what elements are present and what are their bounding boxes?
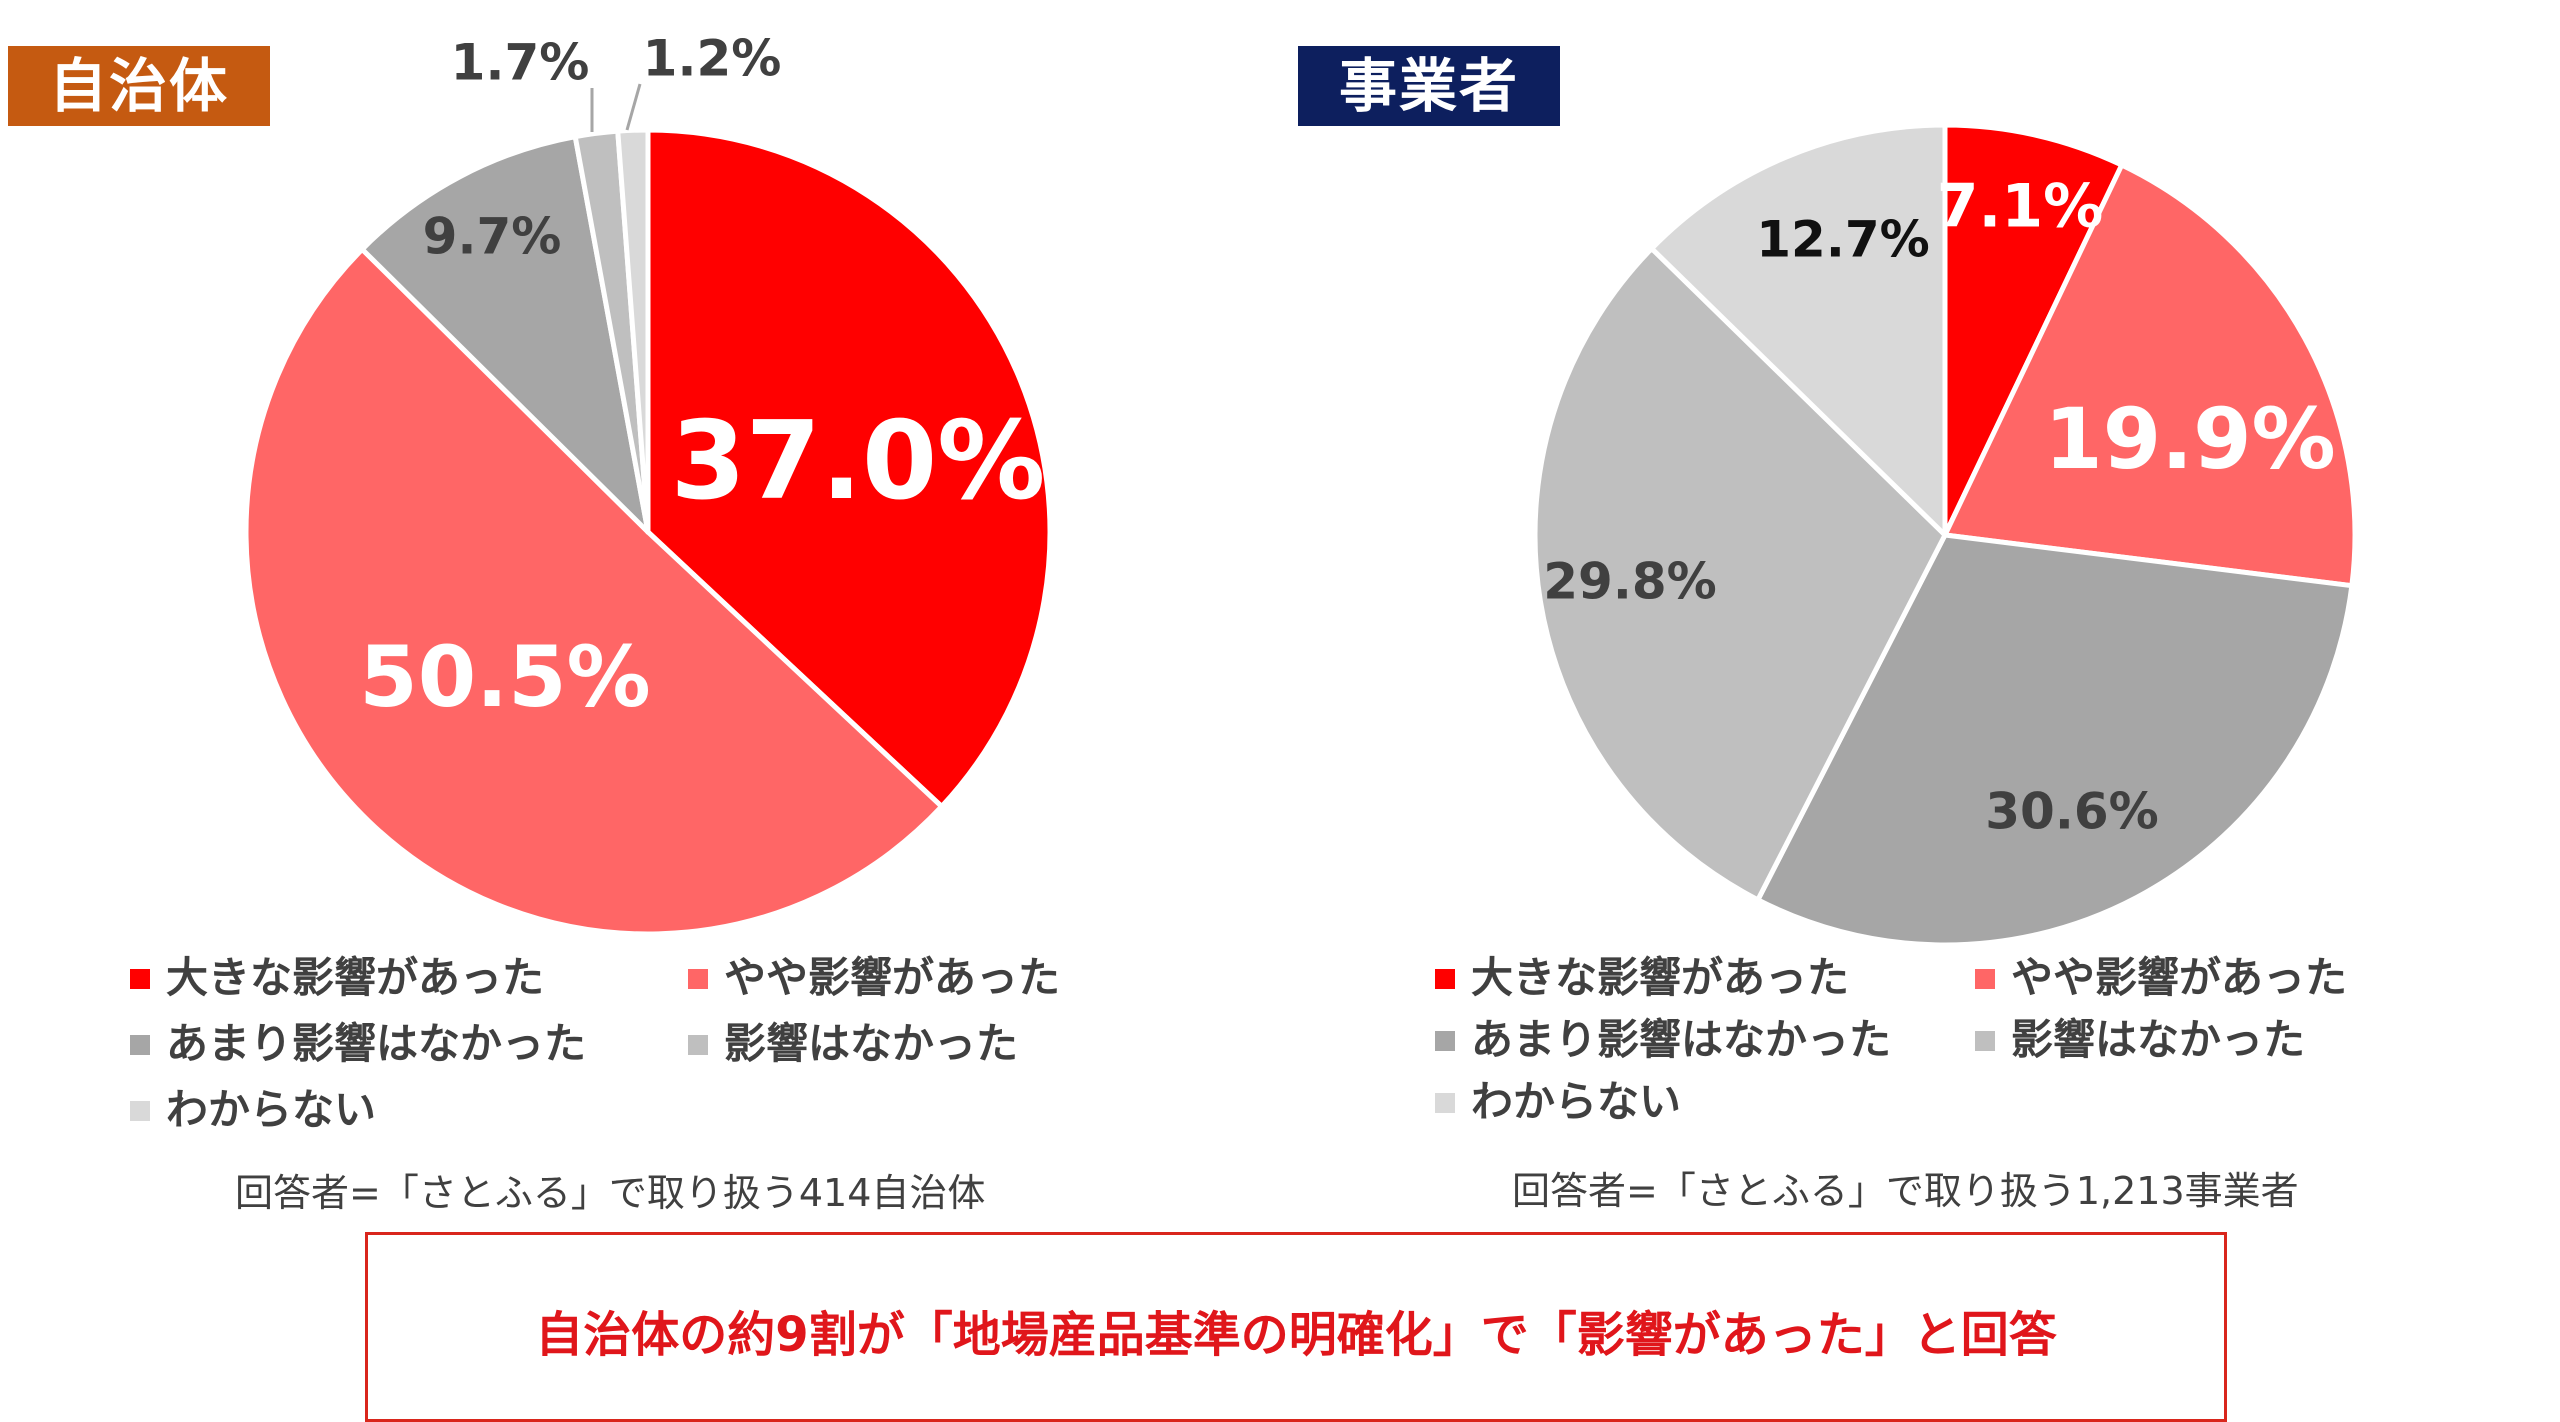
chart-title-businesses: 事業者 — [1298, 46, 1560, 126]
pie-slice — [1532, 246, 1948, 903]
legend-label: わからない — [1471, 1077, 1682, 1126]
legend-swatch — [1435, 1031, 1455, 1051]
legend-label: わからない — [166, 1085, 377, 1134]
legend-label: 影響はなかった — [2011, 1015, 2306, 1064]
legend-label: 大きな影響があった — [1471, 953, 1850, 1002]
pie-slice — [615, 127, 651, 535]
legend-swatch — [130, 1101, 150, 1121]
summary-callout: 自治体の約9割が「地場産品基準の明確化」で「影響があった」と回答 — [365, 1232, 2227, 1422]
summary-callout-text: 自治体の約9割が「地場産品基準の明確化」で「影響があった」と回答 — [535, 1307, 2057, 1363]
pie-slice — [1942, 122, 2125, 538]
respondents-note-businesses: 回答者=「さとふる」で取り扱う1,213事業者 — [1512, 1169, 2299, 1213]
legend-swatch — [688, 969, 708, 989]
legend-swatch — [1435, 1093, 1455, 1113]
data-label: 1.2% — [643, 30, 782, 88]
legend-label: あまり影響はなかった — [166, 1019, 587, 1068]
data-label: 12.7% — [1756, 211, 1929, 269]
data-label: 7.1% — [1937, 172, 2103, 242]
pie-slice — [1755, 532, 2355, 948]
pie-slice — [243, 246, 945, 937]
data-label: 30.6% — [1985, 783, 2158, 841]
pie-slice — [1649, 122, 1948, 538]
data-label: 29.8% — [1543, 553, 1716, 611]
legend-label: やや影響があった — [724, 953, 1061, 1002]
legend-swatch — [130, 1035, 150, 1055]
chart-title-municipalities: 自治体 — [8, 46, 270, 126]
pie-slice — [645, 127, 1053, 810]
legend-swatch — [1435, 969, 1455, 989]
legend-label: やや影響があった — [2011, 953, 2348, 1002]
pie-slice — [1942, 162, 2358, 589]
leader-line — [625, 83, 642, 131]
data-label: 9.7% — [423, 208, 562, 266]
respondents-note-municipalities: 回答者=「さとふる」で取り扱う414自治体 — [235, 1171, 986, 1215]
data-label: 19.9% — [2044, 390, 2335, 488]
data-label: 50.5% — [359, 628, 650, 726]
legend-label: 影響はなかった — [724, 1019, 1019, 1068]
legend-swatch — [688, 1035, 708, 1055]
data-label: 1.7% — [451, 34, 590, 92]
pie-slice — [359, 134, 651, 535]
legend-label: あまり影響はなかった — [1471, 1015, 1892, 1064]
data-label: 37.0% — [671, 399, 1046, 524]
legend-swatch — [1975, 1031, 1995, 1051]
legend-swatch — [130, 969, 150, 989]
legend-swatch — [1975, 969, 1995, 989]
legend-label: 大きな影響があった — [166, 953, 545, 1002]
